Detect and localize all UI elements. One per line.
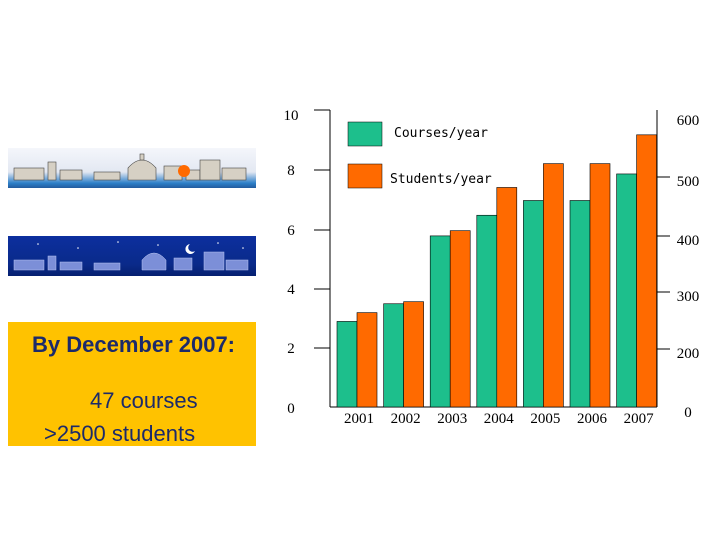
legend-label-students: Students/year [390, 172, 492, 187]
left-tick-label: 6 [287, 223, 295, 239]
x-tick-label-2006: 2006 [577, 411, 608, 427]
bar-courses-2001 [336, 321, 358, 408]
summary-box: By December 2007: 47 courses >2500 stude… [8, 322, 256, 446]
bar-students-2005 [543, 163, 564, 408]
right-tick-label: 400 [677, 233, 700, 249]
left-tick-label: 0 [287, 401, 295, 417]
sun-icon [178, 165, 190, 177]
legend: Courses/year Students/year [347, 121, 492, 189]
right-tick-label: 500 [677, 174, 700, 190]
moon-icon [185, 244, 195, 254]
summary-heading: By December 2007: [32, 332, 236, 357]
bar-courses-2006 [569, 200, 591, 408]
right-tick-label: 0 [684, 405, 692, 421]
rome-skyline-day-image [8, 148, 256, 188]
bar-courses-2002 [383, 303, 404, 408]
bar-students-2003 [449, 230, 471, 408]
skyline-day-drawing [13, 153, 247, 181]
left-tick-label: 4 [287, 282, 295, 298]
legend-label-courses: Courses/year [394, 126, 488, 141]
left-tick-label: 8 [287, 163, 295, 179]
bar-students-2001 [356, 312, 378, 408]
bars-group [336, 134, 657, 408]
x-tick-label-2003: 2003 [437, 411, 467, 427]
bar-courses-2003 [429, 235, 451, 408]
left-tick-label: 2 [287, 341, 295, 357]
x-tick-label-2007: 2007 [624, 411, 655, 427]
x-tick-label-2004: 2004 [484, 411, 515, 427]
bar-students-2002 [403, 301, 424, 408]
summary-courses: 47 courses [90, 388, 198, 413]
summary-students: >2500 students [44, 421, 196, 446]
rome-skyline-night-image [8, 236, 256, 276]
bar-courses-2007 [616, 173, 637, 408]
right-axis-ticks: 0 200 300 400 500 600 [657, 113, 699, 421]
x-tick-label-2005: 2005 [530, 411, 560, 427]
x-axis-labels: 2001 2002 2003 2004 2005 2006 2007 [344, 411, 654, 427]
bar-courses-2005 [523, 200, 544, 408]
bar-students-2004 [496, 187, 518, 408]
left-axis-ticks: 0 2 4 6 8 10 [284, 108, 330, 417]
legend-swatch-courses [347, 121, 383, 147]
left-tick-label: 10 [284, 108, 299, 124]
right-tick-label: 300 [677, 289, 700, 305]
bar-students-2007 [636, 134, 657, 408]
right-tick-label: 200 [677, 346, 700, 362]
skyline-night-drawing [13, 241, 249, 271]
x-tick-label-2001: 2001 [344, 411, 374, 427]
right-tick-label: 600 [677, 113, 700, 129]
legend-swatch-students [347, 163, 383, 189]
bar-students-2006 [589, 163, 611, 408]
x-tick-label-2002: 2002 [391, 411, 421, 427]
bar-courses-2004 [476, 214, 498, 408]
